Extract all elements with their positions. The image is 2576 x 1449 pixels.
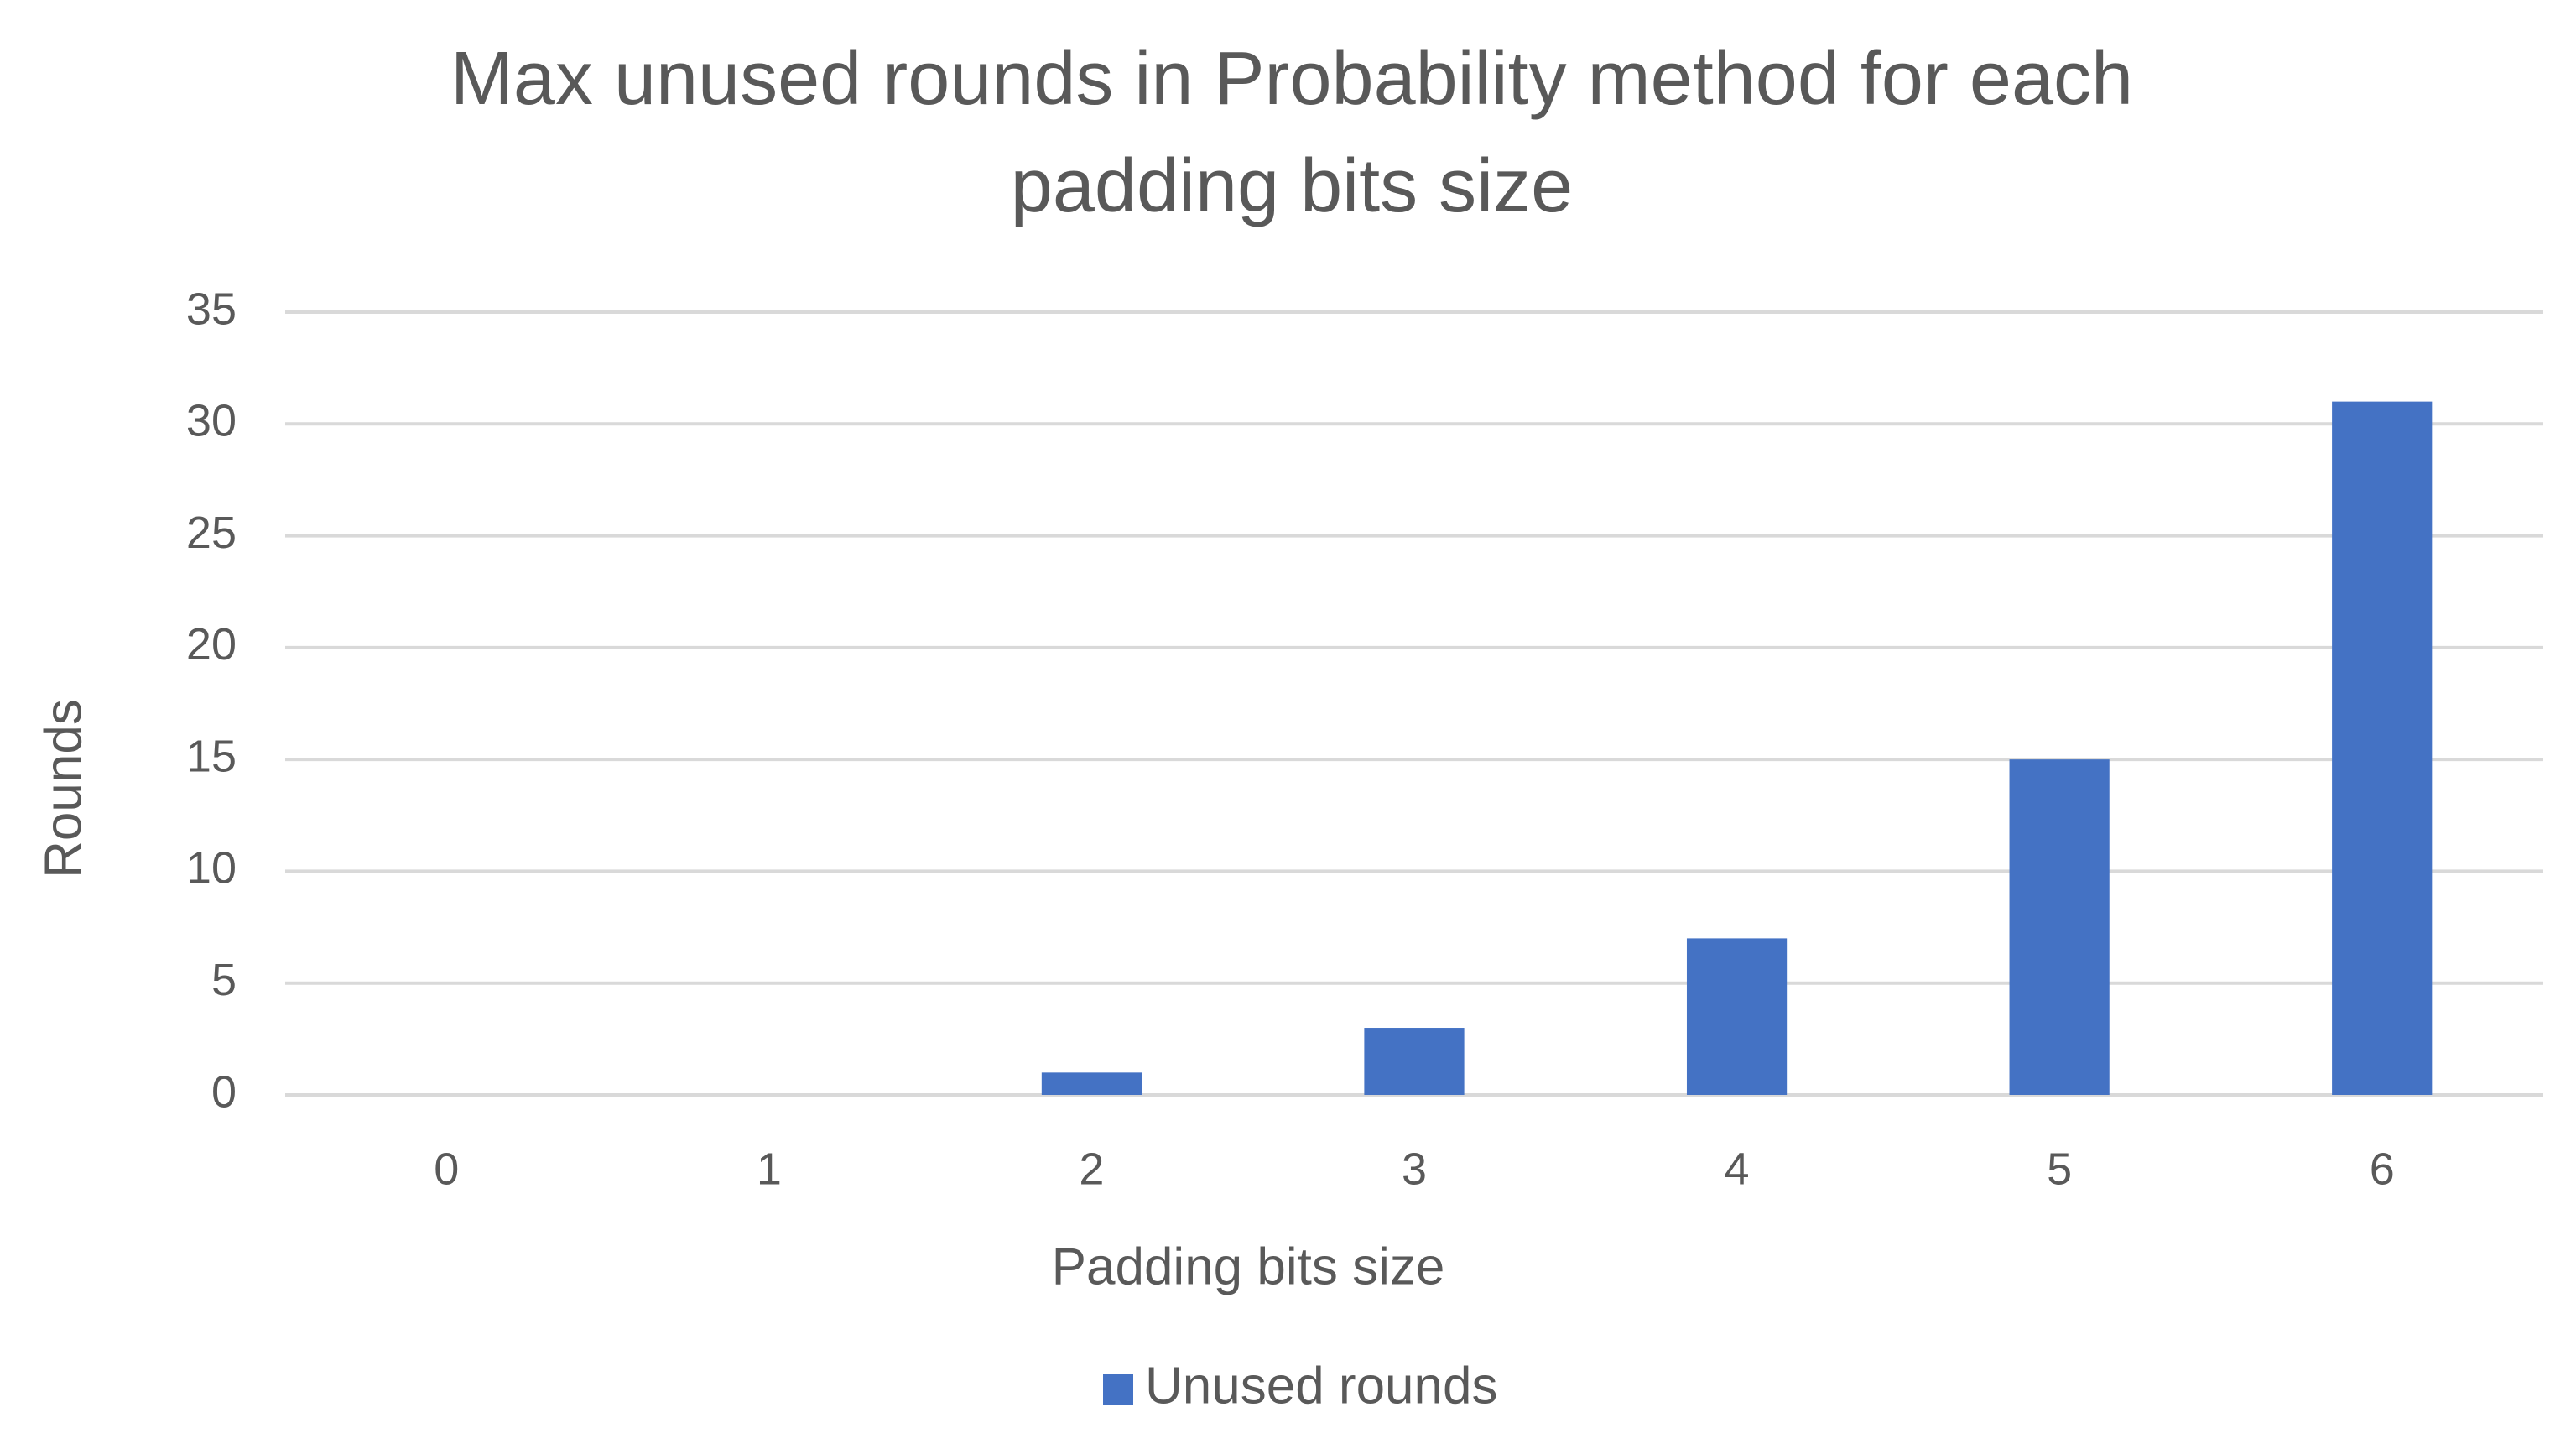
x-tick-label: 4	[1725, 1144, 1750, 1194]
x-tick-label: 5	[2047, 1144, 2072, 1194]
bar	[1686, 938, 1788, 1095]
bar	[1364, 1028, 1465, 1095]
legend-swatch	[1103, 1374, 1133, 1405]
y-tick-label: 5	[211, 955, 237, 1005]
y-tick-label: 20	[186, 619, 237, 670]
chart-title: Max unused rounds in Probability method …	[450, 37, 2134, 228]
x-tick-label: 6	[2370, 1144, 2395, 1194]
y-axis-label: Rounds	[34, 699, 92, 878]
y-tick-label: 15	[186, 731, 237, 781]
y-tick-label: 0	[211, 1066, 237, 1117]
x-tick-label: 3	[1402, 1144, 1427, 1194]
legend-label: Unused rounds	[1145, 1357, 1498, 1415]
y-tick-label: 25	[186, 508, 237, 558]
x-tick-label: 0	[434, 1144, 459, 1194]
y-tick-label: 35	[186, 284, 237, 334]
bar	[1041, 1072, 1142, 1095]
x-tick-label: 1	[757, 1144, 782, 1194]
x-axis-label: Padding bits size	[1052, 1238, 1445, 1295]
bar	[2332, 401, 2433, 1096]
y-tick-label: 10	[186, 843, 237, 894]
bar	[2009, 759, 2110, 1095]
x-tick-label: 2	[1079, 1144, 1104, 1194]
y-tick-label: 30	[186, 396, 237, 446]
